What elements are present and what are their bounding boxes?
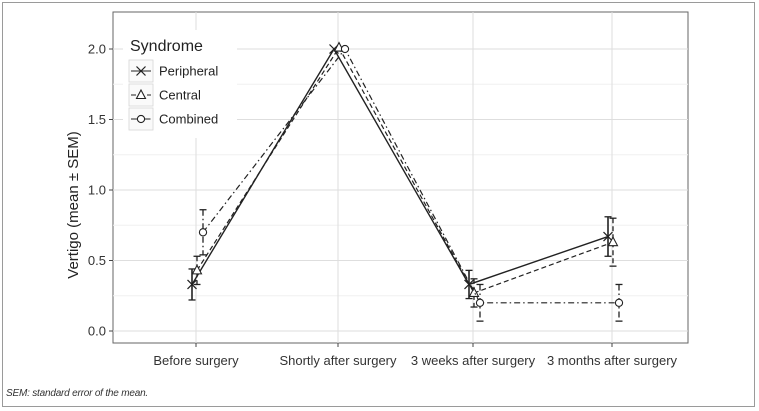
- legend-title: Syndrome: [130, 38, 203, 55]
- data-point: [614, 298, 624, 307]
- y-tick-label: 0.5: [88, 253, 106, 268]
- y-tick-label: 2.0: [88, 42, 106, 57]
- data-point: [198, 228, 208, 237]
- y-axis-title: Vertigo (mean ± SEM): [65, 131, 82, 278]
- data-point: [340, 44, 350, 54]
- x-tick-label: 3 weeks after surgery: [411, 353, 536, 368]
- legend-entry-peripheral: Peripheral: [128, 59, 218, 83]
- figure-frame: [2, 2, 755, 407]
- x-tick-label: Shortly after surgery: [279, 353, 397, 368]
- y-tick-label: 1.0: [88, 183, 106, 198]
- marker-stroke: [136, 66, 146, 76]
- x-tick-label: 3 months after surgery: [547, 353, 678, 368]
- legend-label: Central: [159, 88, 201, 103]
- data-point: [187, 279, 197, 290]
- series-line: [196, 46, 614, 294]
- data-point: [603, 231, 613, 242]
- error-bar: [609, 217, 617, 267]
- marker-stroke: [603, 231, 613, 242]
- legend-label: Peripheral: [159, 64, 218, 79]
- error-bar: [470, 278, 478, 308]
- legend-key-marker: [135, 88, 147, 100]
- legend: Syndrome Peripheral Central Combined: [123, 30, 237, 138]
- data-point: [468, 286, 480, 297]
- vertigo-line-chart: 0.0 0.5 1.0 1.5 2.0 Before surgery Shortly aft…: [65, 11, 689, 369]
- grid: [112, 11, 689, 344]
- legend-entry-combined: Combined: [128, 107, 218, 131]
- chart-marks: [187, 41, 624, 322]
- legend-entry-central: Central: [128, 83, 201, 107]
- y-tick-label: 1.5: [88, 112, 106, 127]
- x-tick-label: Before surgery: [153, 353, 239, 368]
- data-point: [607, 235, 619, 247]
- data-point: [191, 264, 203, 275]
- legend-key-marker: [136, 114, 146, 124]
- figure-caption: SEM: standard error of the mean.: [6, 388, 149, 399]
- error-bar: [193, 255, 201, 286]
- y-tick-label: 0.0: [88, 324, 106, 339]
- marker-stroke: [187, 279, 197, 290]
- legend-key-marker: [136, 66, 146, 76]
- series-combined: [198, 44, 624, 322]
- data-point: [475, 298, 485, 307]
- legend-label: Combined: [159, 112, 218, 127]
- marker-stroke: [464, 279, 474, 290]
- axes: 0.0 0.5 1.0 1.5 2.0 Before surgery Shortly aft…: [88, 42, 678, 369]
- series-central: [191, 41, 619, 308]
